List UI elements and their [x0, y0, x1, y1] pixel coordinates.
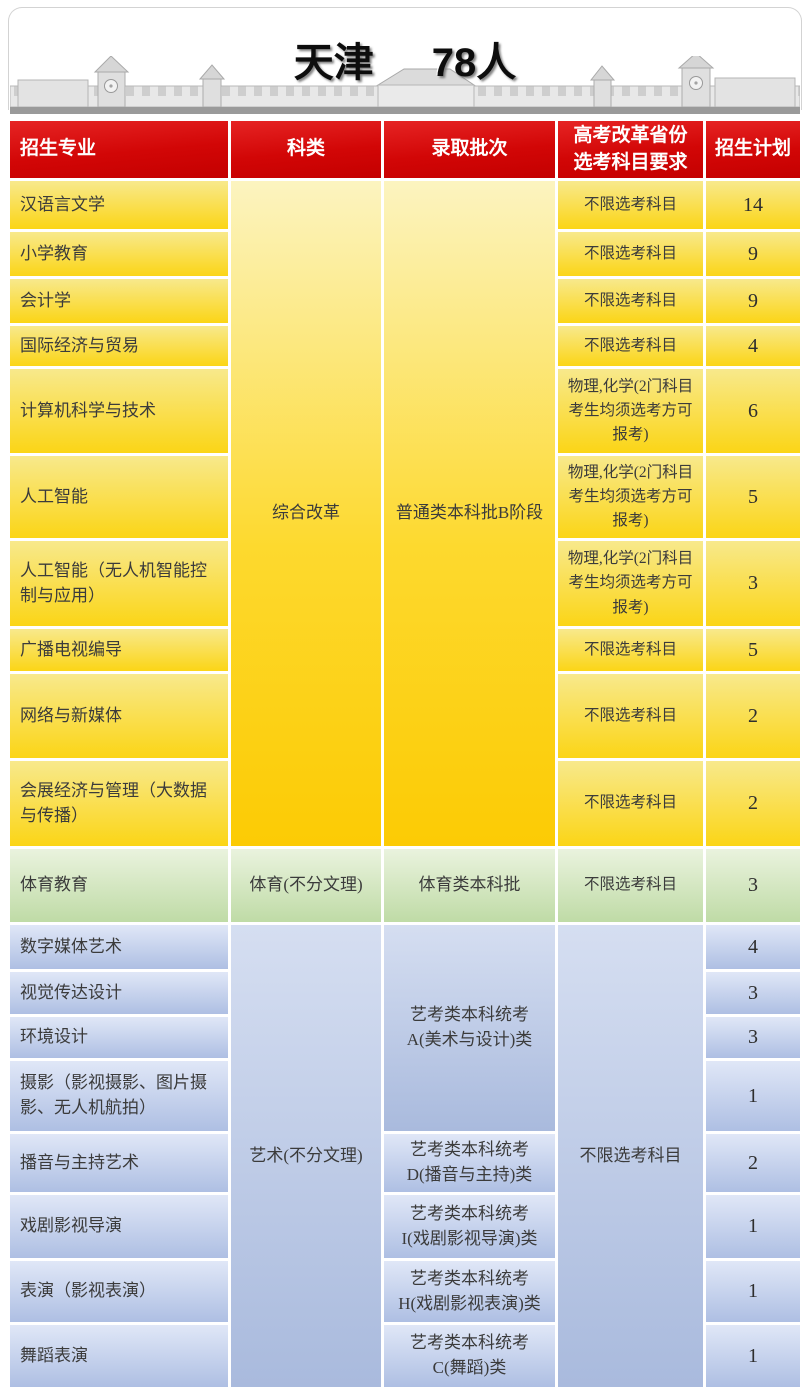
major-cell: 网络与新媒体 [10, 674, 228, 758]
requirement-cell: 不限选考科目 [558, 674, 703, 758]
major-cell: 视觉传达设计 [10, 972, 228, 1014]
requirement-cell: 物理,化学(2门科目考生均须选考方可报考) [558, 456, 703, 538]
student-count: 78人 [431, 41, 517, 85]
category-cell: 体育(不分文理) [231, 849, 381, 922]
major-cell: 小学教育 [10, 232, 228, 276]
plan-cell: 2 [706, 1134, 800, 1192]
batch-cell: 艺考类本科统考 I(戏剧影视导演)类 [384, 1195, 555, 1258]
requirement-cell: 不限选考科目 [558, 761, 703, 846]
major-cell: 舞蹈表演 [10, 1325, 228, 1387]
admission-table: 招生专业 科类 录取批次 高考改革省份 选考科目要求 招生计划 汉语言文学 小学… [10, 121, 800, 1387]
plan-cell: 5 [706, 629, 800, 671]
major-cell: 戏剧影视导演 [10, 1195, 228, 1258]
card-frame [8, 7, 802, 110]
plan-cell: 3 [706, 849, 800, 922]
major-cell: 表演（影视表演） [10, 1261, 228, 1322]
requirement-cell: 不限选考科目 [558, 326, 703, 366]
category-cell: 综合改革 [231, 181, 381, 846]
plan-cell: 6 [706, 369, 800, 453]
requirement-cell: 物理,化学(2门科目考生均须选考方可报考) [558, 369, 703, 453]
major-cell: 数字媒体艺术 [10, 925, 228, 969]
region-name: 天津 [293, 41, 374, 85]
requirement-cell: 物理,化学(2门科目考生均须选考方可报考) [558, 541, 703, 626]
plan-cell: 2 [706, 761, 800, 846]
requirement-cell: 不限选考科目 [558, 849, 703, 922]
batch-cell: 艺考类本科统考 H(戏剧影视表演)类 [384, 1261, 555, 1322]
col-header-category: 科类 [231, 121, 381, 178]
page-title: 天津 78人 [0, 30, 810, 88]
batch-cell: 艺考类本科统考 C(舞蹈)类 [384, 1325, 555, 1387]
plan-cell: 1 [706, 1261, 800, 1322]
major-cell: 人工智能 [10, 456, 228, 538]
requirement-cell: 不限选考科目 [558, 925, 703, 1387]
major-cell: 人工智能（无人机智能控制与应用） [10, 541, 228, 626]
batch-cell: 艺考类本科统考 A(美术与设计)类 [384, 925, 555, 1131]
major-cell: 汉语言文学 [10, 181, 228, 229]
batch-cell: 体育类本科批 [384, 849, 555, 922]
plan-cell: 3 [706, 1017, 800, 1058]
plan-cell: 4 [706, 326, 800, 366]
plan-cell: 1 [706, 1325, 800, 1387]
major-cell: 会展经济与管理（大数据与传播） [10, 761, 228, 846]
major-cell: 播音与主持艺术 [10, 1134, 228, 1192]
requirement-cell: 不限选考科目 [558, 279, 703, 323]
col-header-batch: 录取批次 [384, 121, 555, 178]
batch-cell: 普通类本科批B阶段 [384, 181, 555, 846]
col-header-major: 招生专业 [10, 121, 228, 178]
plan-cell: 9 [706, 279, 800, 323]
major-cell: 体育教育 [10, 849, 228, 922]
plan-cell: 5 [706, 456, 800, 538]
plan-cell: 14 [706, 181, 800, 229]
major-cell: 会计学 [10, 279, 228, 323]
plan-cell: 3 [706, 972, 800, 1014]
major-cell: 广播电视编导 [10, 629, 228, 671]
requirement-cell: 不限选考科目 [558, 629, 703, 671]
requirement-cell: 不限选考科目 [558, 181, 703, 229]
col-header-requirement: 高考改革省份 选考科目要求 [558, 121, 703, 178]
plan-cell: 2 [706, 674, 800, 758]
requirement-cell: 不限选考科目 [558, 232, 703, 276]
major-cell: 环境设计 [10, 1017, 228, 1058]
major-cell: 国际经济与贸易 [10, 326, 228, 366]
plan-cell: 9 [706, 232, 800, 276]
plan-cell: 4 [706, 925, 800, 969]
col-header-plan: 招生计划 [706, 121, 800, 178]
category-cell: 艺术(不分文理) [231, 925, 381, 1387]
campus-building-image [10, 56, 800, 114]
major-cell: 摄影（影视摄影、图片摄影、无人机航拍） [10, 1061, 228, 1131]
major-cell: 计算机科学与技术 [10, 369, 228, 453]
plan-cell: 3 [706, 541, 800, 626]
plan-cell: 1 [706, 1061, 800, 1131]
plan-cell: 1 [706, 1195, 800, 1258]
batch-cell: 艺考类本科统考 D(播音与主持)类 [384, 1134, 555, 1192]
